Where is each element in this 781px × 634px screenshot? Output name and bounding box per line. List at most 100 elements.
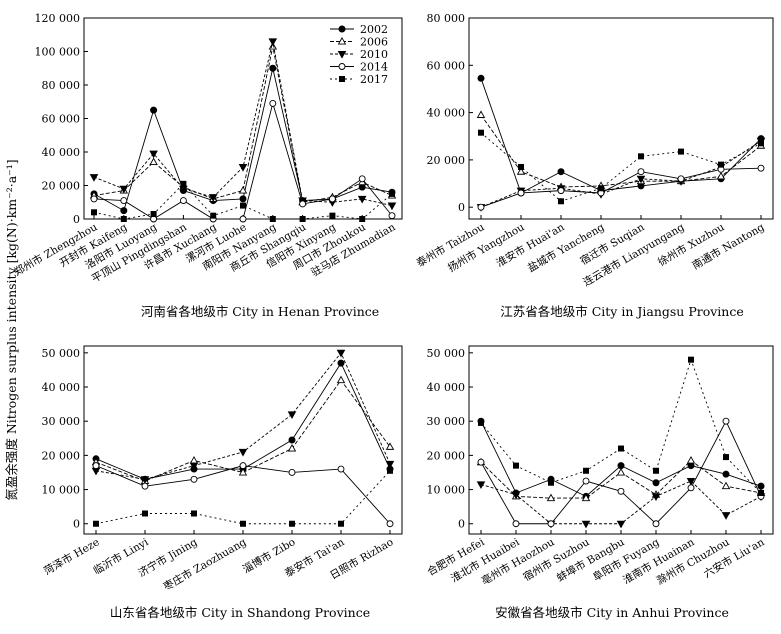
data-point-2006: [149, 157, 158, 166]
data-point-2017: [120, 216, 127, 222]
data-point-2014: [288, 469, 296, 476]
data-point-2014: [386, 520, 394, 528]
data-point-2017: [359, 216, 366, 222]
legend-label-2014: 2014: [360, 61, 388, 74]
data-point-2002: [120, 207, 128, 215]
data-point-2002: [239, 195, 247, 203]
data-point-2017: [150, 210, 157, 217]
legend-label-2006: 2006: [360, 36, 388, 49]
data-point-2010: [149, 150, 158, 159]
data-point-2017: [583, 467, 589, 474]
y-tick-label: 60 000: [427, 59, 466, 72]
y-tick-label: 20 000: [42, 180, 81, 193]
data-point-2006: [238, 186, 248, 194]
data-point-2017: [558, 198, 564, 205]
data-point-2014: [388, 212, 396, 220]
data-point-2010: [238, 164, 248, 172]
data-point-2017: [478, 419, 484, 426]
data-point-2017: [758, 140, 764, 147]
y-tick-label: 100 000: [35, 46, 81, 59]
data-point-2010: [651, 493, 661, 502]
legend-marker-2002: [338, 25, 346, 33]
data-point-2014: [120, 197, 128, 205]
data-point-2010: [581, 520, 591, 529]
legend-marker-2006: [337, 36, 347, 45]
data-point-2002: [288, 436, 296, 444]
data-point-2017: [387, 467, 393, 474]
data-point-2017: [548, 479, 554, 486]
data-point-2002: [269, 64, 277, 72]
data-point-2010: [721, 512, 731, 520]
x-tick-label: 枣庄市 Zaozhuang: [161, 535, 249, 593]
data-point-2017: [618, 445, 624, 452]
data-point-2010: [336, 349, 346, 358]
series-line-2006: [480, 114, 762, 188]
y-tick-label: 0: [73, 518, 80, 531]
data-point-2014: [179, 197, 187, 205]
data-point-2017: [338, 520, 344, 527]
data-point-2017: [329, 212, 336, 219]
data-point-2017: [638, 153, 644, 160]
y-tick-label: 20 000: [427, 154, 466, 167]
data-point-2006: [385, 442, 395, 450]
y-tick-label: 20 000: [42, 449, 81, 462]
y-tick-label: 60 000: [42, 113, 81, 126]
y-tick-label: 0: [73, 213, 80, 226]
data-point-2006: [716, 171, 726, 180]
data-point-2017: [513, 462, 519, 469]
series-line-2002: [480, 421, 762, 497]
legend-marker-2014: [338, 63, 346, 70]
data-point-2014: [582, 477, 590, 485]
data-point-2010: [616, 520, 626, 529]
data-point-2010: [287, 411, 297, 419]
data-point-2017: [299, 216, 306, 222]
data-point-2014: [90, 195, 98, 203]
data-point-2006: [287, 444, 297, 452]
data-point-2014: [652, 520, 660, 528]
y-tick-label: 0: [458, 518, 465, 531]
data-point-2017: [718, 161, 724, 168]
data-point-2010: [140, 476, 150, 484]
data-point-2010: [636, 175, 646, 184]
legend-label-2002: 2002: [360, 23, 388, 36]
data-point-2017: [93, 520, 99, 527]
data-point-2002: [617, 462, 625, 470]
data-point-2002: [652, 479, 660, 487]
data-point-2017: [758, 489, 764, 496]
x-tick-label: 菏泽市 Heze: [41, 535, 101, 577]
data-point-2017: [289, 520, 295, 527]
data-point-2017: [478, 129, 484, 136]
y-tick-label: 10 000: [42, 484, 81, 497]
series-line-2010: [95, 351, 391, 480]
y-tick-label: 30 000: [42, 415, 81, 428]
data-point-2006: [189, 455, 199, 464]
data-point-2017: [598, 185, 604, 192]
data-point-2017: [210, 212, 217, 219]
data-point-2002: [557, 168, 565, 176]
y-tick-label: 80 000: [427, 12, 466, 25]
legend-marker-2017: [339, 76, 345, 82]
series-line-2002: [480, 78, 762, 194]
data-point-2017: [688, 356, 694, 363]
y-tick-label: 40 000: [427, 381, 466, 394]
data-point-2014: [477, 458, 485, 466]
data-point-2017: [240, 520, 246, 527]
y-tick-label: 120 000: [35, 12, 81, 25]
y-tick-label: 40 000: [42, 146, 81, 159]
data-point-2017: [723, 454, 729, 461]
data-point-2017: [518, 163, 524, 170]
plot-frame: [468, 17, 774, 220]
panel-caption: 江苏省各地级市 City in Jiangsu Province: [500, 304, 744, 319]
y-tick-label: 50 000: [427, 347, 466, 360]
series-line-2010: [480, 480, 762, 525]
series-line-2017: [93, 183, 393, 220]
y-tick-label: 30 000: [427, 415, 466, 428]
data-point-2002: [687, 462, 695, 470]
data-point-2014: [547, 520, 555, 528]
panel-caption: 山东省各地级市 City in Shandong Province: [110, 605, 370, 620]
data-point-2014: [190, 475, 198, 483]
y-tick-label: 10 000: [427, 484, 466, 497]
data-point-2014: [328, 195, 336, 203]
